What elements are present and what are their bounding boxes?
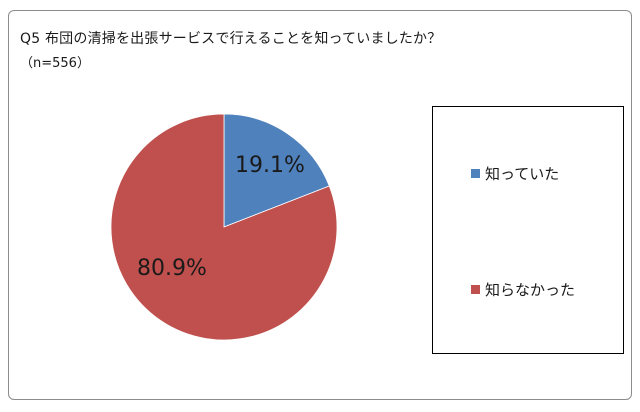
- chart-subtitle: （n=556）: [20, 56, 90, 71]
- pie-slice-known: [223, 113, 330, 228]
- legend-item-known: 知っていた: [471, 163, 559, 184]
- data-label-unknown: 80.9%: [137, 256, 207, 281]
- legend-label-known: 知っていた: [485, 165, 560, 183]
- legend-item-unknown: 知らなかった: [471, 279, 575, 300]
- legend-swatch-known: [471, 169, 480, 178]
- legend-swatch-unknown: [471, 285, 480, 294]
- legend-label-unknown: 知らなかった: [485, 281, 576, 299]
- legend: 知っていた 知らなかった: [432, 106, 624, 354]
- pie-slice-unknown: [110, 113, 338, 341]
- data-label-known: 19.1%: [235, 153, 305, 178]
- chart-title: Q5 布団の清掃を出張サービスで行えることを知っていましたか？: [20, 31, 442, 47]
